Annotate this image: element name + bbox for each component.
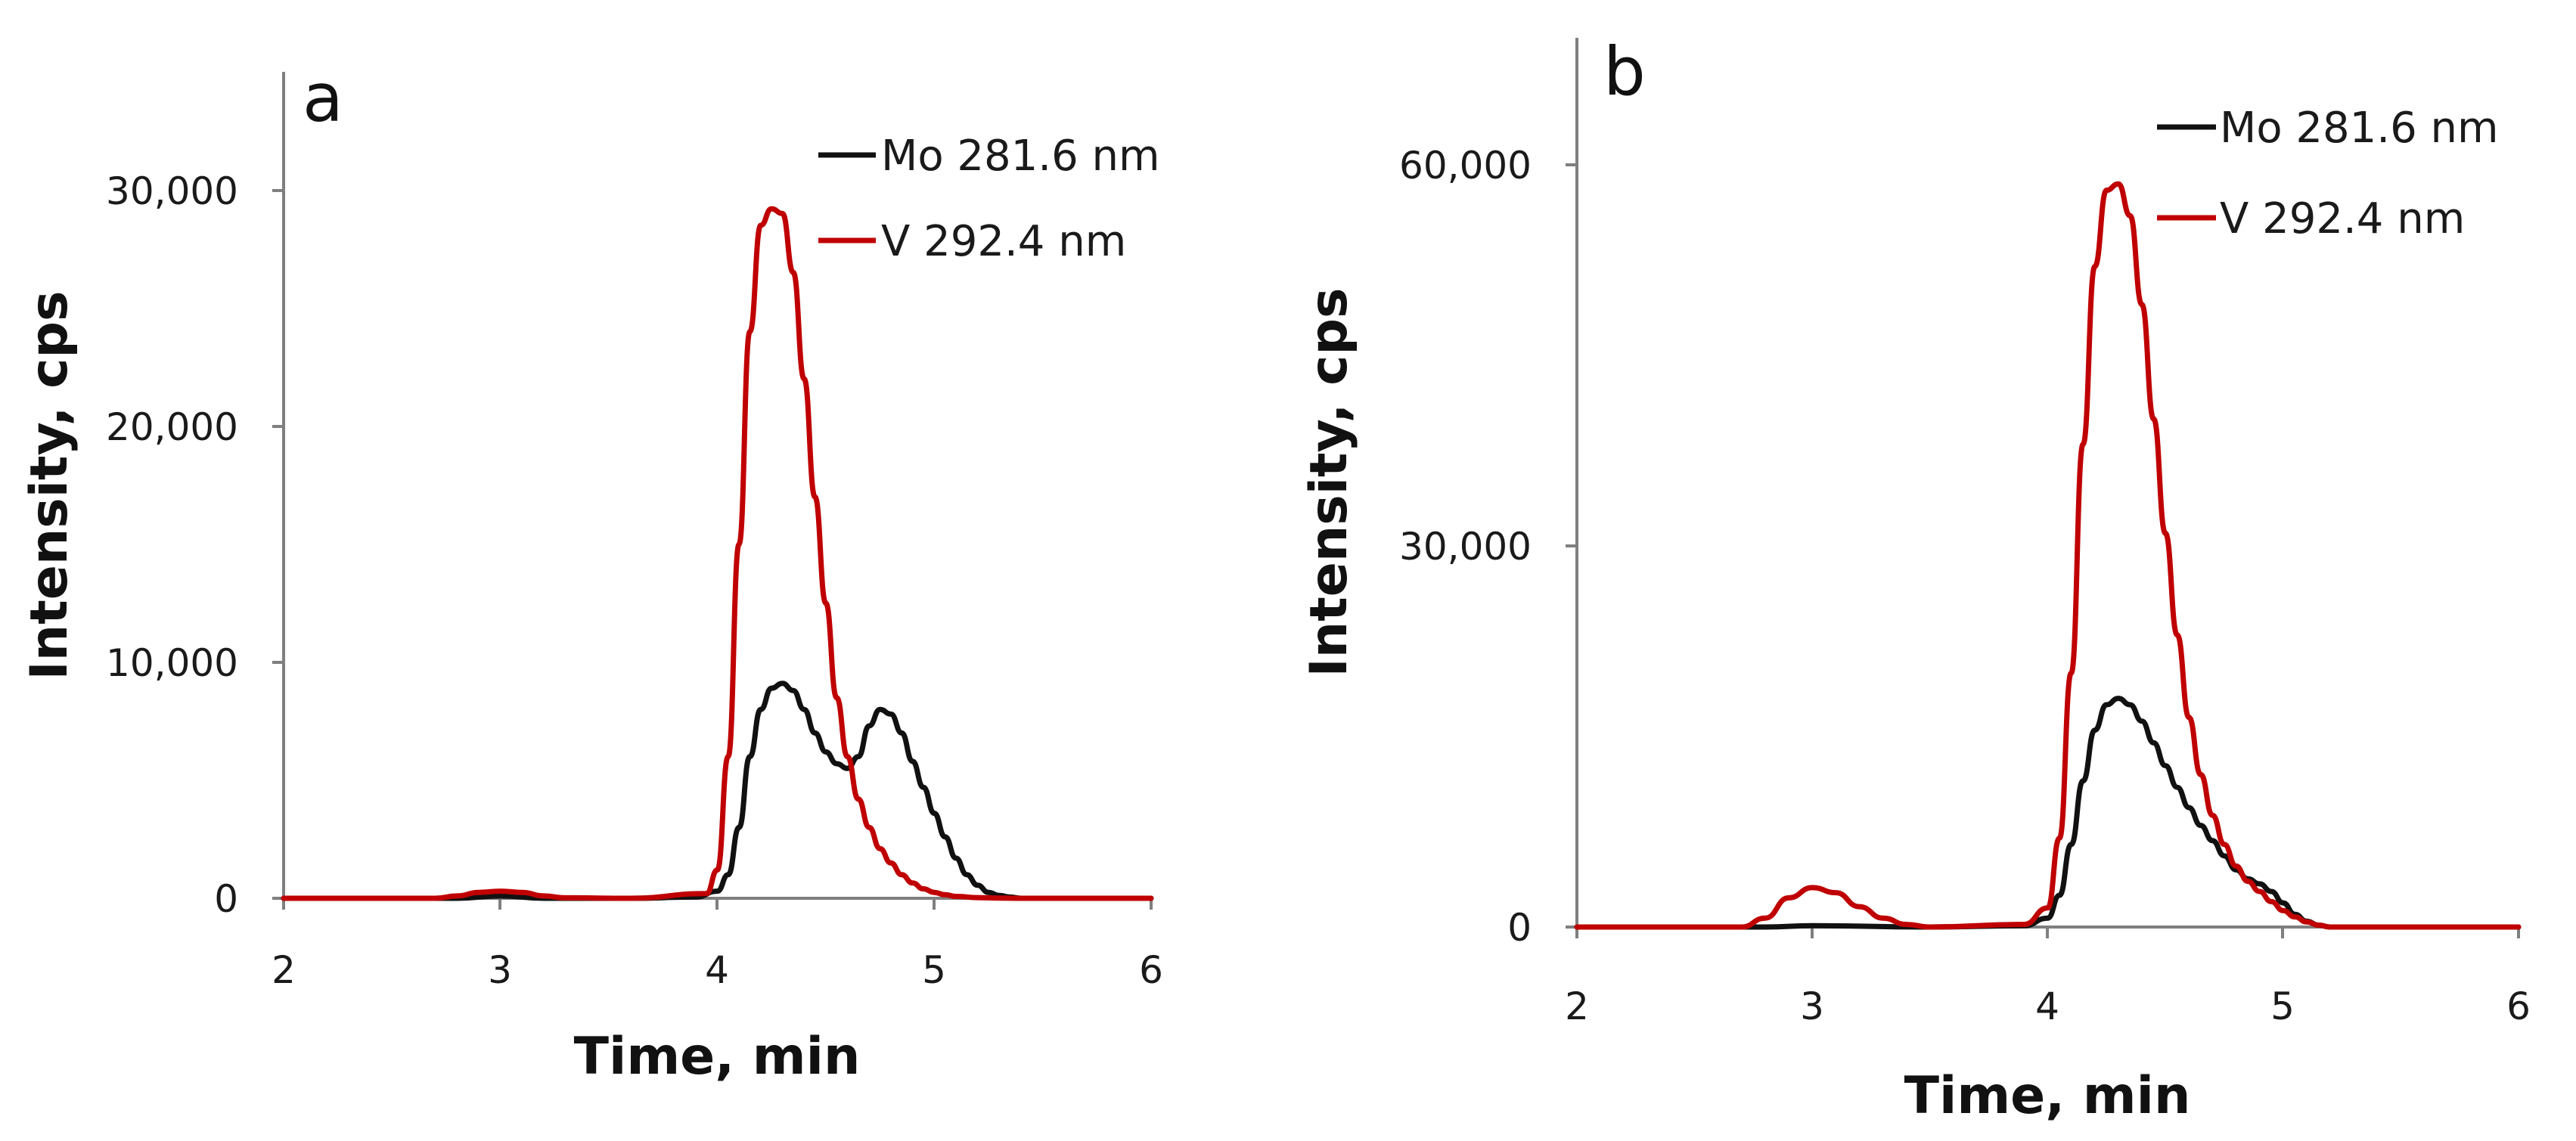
panel-a-y-axis-title: Intensity, cps xyxy=(20,290,79,680)
panel-a-xtick-label: 3 xyxy=(488,948,512,992)
panel-b: b 0 30,000 60,000 2 3 4 5 6 Time, min In… xyxy=(1299,33,2531,1126)
panel-b-y-axis-title: Intensity, cps xyxy=(1299,287,1359,677)
panel-a-legend-mo-label: Mo 281.6 nm xyxy=(881,132,1160,181)
panel-b-xtick-label: 2 xyxy=(1565,984,1589,1028)
panel-a-ytick-label: 10,000 xyxy=(106,641,238,685)
panel-b-xtick-label: 4 xyxy=(2035,984,2059,1028)
panel-a-series-mo-line xyxy=(281,681,1154,901)
panel-b-ytick-label: 30,000 xyxy=(1399,525,1532,569)
panel-b-legend-mo-label: Mo 281.6 nm xyxy=(2220,104,2499,153)
panel-b-xtick-label: 3 xyxy=(1800,984,1824,1028)
panel-a-series-v-line xyxy=(281,206,1154,901)
panel-b-x-axis-title: Time, min xyxy=(1904,1066,2191,1126)
panel-a-xtick-label: 5 xyxy=(922,948,946,992)
panel-b-xtick-label: 6 xyxy=(2506,984,2531,1028)
panel-b-series-v-line xyxy=(1574,181,2522,930)
panel-a-xtick-label: 4 xyxy=(705,948,729,992)
panel-b-ytick-label: 0 xyxy=(1507,906,1532,950)
panel-a-xtick-label: 6 xyxy=(1139,948,1163,992)
panel-a-letter: a xyxy=(303,59,343,137)
panel-a-ytick-label: 0 xyxy=(214,877,238,921)
panel-a-xtick-label: 2 xyxy=(272,948,296,992)
panel-a-ytick-label: 20,000 xyxy=(106,405,238,449)
panel-b-series-mo-line xyxy=(1574,696,2522,930)
panel-a-legend-v-label: V 292.4 nm xyxy=(881,217,1126,266)
panel-b-xtick-label: 5 xyxy=(2270,984,2295,1028)
panel-b-letter: b xyxy=(1603,33,1646,110)
panel-a-ytick-label: 30,000 xyxy=(106,169,238,213)
panel-b-legend-v-label: V 292.4 nm xyxy=(2220,194,2465,243)
panel-a-x-axis-title: Time, min xyxy=(574,1027,861,1087)
panel-a: a 0 10,000 20,000 30,000 2 3 4 5 6 Time,… xyxy=(20,59,1163,1087)
panel-b-ytick-label: 60,000 xyxy=(1399,144,1532,188)
